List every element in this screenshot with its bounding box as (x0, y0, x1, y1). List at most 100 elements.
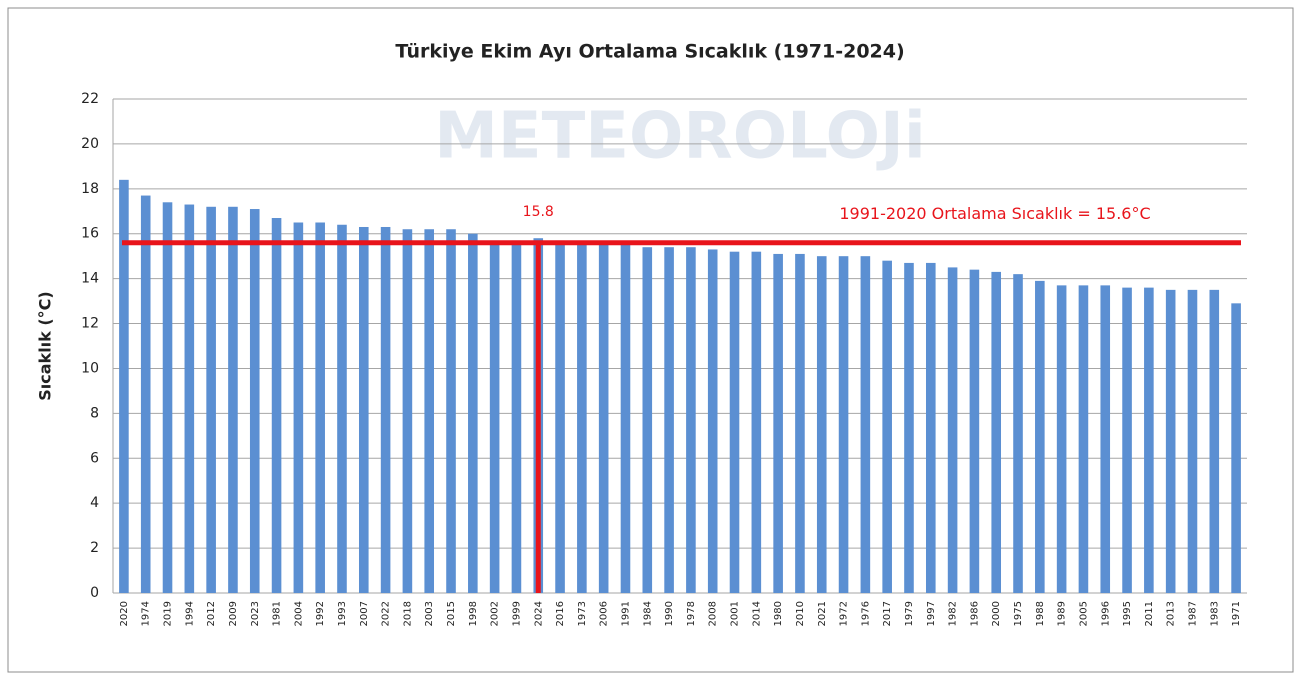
x-tick-label: 1991 (620, 601, 631, 626)
y-tick-label: 18 (81, 181, 99, 197)
y-tick-label: 2 (90, 540, 99, 556)
x-tick-label: 1981 (272, 601, 283, 626)
x-tick-label: 1998 (468, 601, 479, 626)
x-tick-label: 2021 (817, 601, 828, 626)
bar (380, 226, 391, 593)
x-tick-label: 2016 (555, 601, 566, 626)
y-tick-label: 0 (90, 585, 99, 601)
bar (991, 271, 1002, 593)
x-tick-label: 1980 (773, 601, 784, 626)
bar (729, 251, 740, 593)
bar (947, 267, 958, 593)
y-tick-label: 12 (81, 316, 99, 332)
x-tick-label: 1996 (1100, 601, 1111, 626)
x-tick-label: 1993 (337, 601, 348, 626)
bar (271, 218, 282, 593)
x-tick-label: 1999 (511, 601, 522, 626)
bar (1187, 289, 1198, 593)
x-tick-label: 1990 (664, 601, 675, 626)
x-tick-label: 1982 (948, 601, 959, 626)
y-tick-label: 8 (90, 405, 99, 421)
x-tick-label: 1995 (1122, 601, 1133, 626)
x-tick-label: 1979 (904, 601, 915, 626)
x-tick-label: 2012 (206, 601, 217, 626)
bar (337, 224, 347, 593)
bar (424, 229, 435, 593)
x-tick-label: 1971 (1231, 601, 1242, 626)
bar (642, 247, 653, 593)
x-tick-label: 2006 (599, 601, 610, 626)
bar (1100, 285, 1111, 593)
bar (1209, 289, 1220, 593)
x-tick-label: 1988 (1035, 601, 1046, 626)
y-tick-label: 4 (90, 495, 99, 511)
bar (1078, 285, 1089, 593)
bar (1231, 303, 1241, 593)
bar (686, 247, 696, 593)
x-tick-label: 1976 (860, 601, 871, 626)
bar (795, 253, 805, 593)
y-tick-label: 20 (81, 136, 99, 152)
bar (620, 242, 631, 593)
x-tick-label: 1987 (1187, 601, 1198, 626)
x-tick-label: 2023 (250, 601, 261, 626)
x-tick-label: 1984 (642, 601, 653, 626)
x-tick-label: 2001 (730, 601, 741, 626)
bar (249, 209, 260, 593)
y-axis-label: Sıcaklık (°C) (36, 291, 55, 400)
x-tick-label: 1974 (141, 601, 152, 626)
x-tick-label: 2010 (795, 601, 806, 626)
bar (555, 240, 565, 594)
x-tick-label: 2019 (163, 601, 174, 626)
chart-title: Türkiye Ekim Ayı Ortalama Sıcaklık (1971… (395, 41, 904, 63)
y-tick-label: 10 (81, 360, 99, 376)
bar (140, 195, 151, 593)
bar (1035, 280, 1045, 593)
x-tick-label: 2002 (490, 601, 501, 626)
y-tick-label: 22 (81, 91, 99, 107)
bar (489, 240, 500, 594)
x-tick-label: 2022 (381, 601, 392, 626)
bar (402, 229, 413, 593)
bar (119, 179, 129, 593)
x-tick-label: 1975 (1013, 601, 1024, 626)
x-tick-label: 1994 (184, 601, 195, 626)
y-tick-label: 6 (90, 450, 99, 466)
bar (468, 233, 478, 593)
bar (664, 247, 674, 593)
bar (925, 262, 936, 593)
bar (1165, 289, 1176, 593)
x-tick-label: 2008 (708, 601, 719, 626)
bar (511, 240, 522, 594)
bar (358, 226, 369, 593)
bar (1122, 287, 1132, 593)
y-tick-label: 14 (81, 271, 99, 287)
bar (228, 206, 238, 594)
x-tick-label: 1997 (926, 601, 937, 626)
reference-label: 1991-2020 Ortalama Sıcaklık = 15.6°C (839, 204, 1150, 223)
x-tick-label: 1986 (969, 601, 980, 626)
x-tick-label: 1972 (839, 601, 850, 626)
bar (1013, 274, 1023, 593)
x-tick-label: 2000 (991, 601, 1002, 626)
bar (577, 242, 587, 593)
watermark: METEOROLOJi (434, 100, 926, 174)
bar (860, 256, 871, 593)
x-tick-label: 2024 (533, 601, 544, 626)
x-tick-label: 2009 (228, 601, 239, 626)
x-tick-label: 2011 (1144, 601, 1155, 626)
x-tick-label: 2004 (293, 601, 304, 626)
bar (816, 256, 827, 593)
x-tick-label: 2003 (424, 601, 435, 626)
bar (773, 253, 783, 593)
bar (1144, 287, 1154, 593)
bar (707, 249, 718, 594)
x-tick-label: 2014 (751, 601, 762, 626)
x-tick-label: 1992 (315, 601, 326, 626)
y-tick-label: 16 (81, 226, 99, 242)
value-label: 15.8 (523, 204, 554, 220)
x-tick-label: 2018 (402, 601, 413, 626)
bar (206, 206, 216, 594)
bar (751, 251, 762, 593)
